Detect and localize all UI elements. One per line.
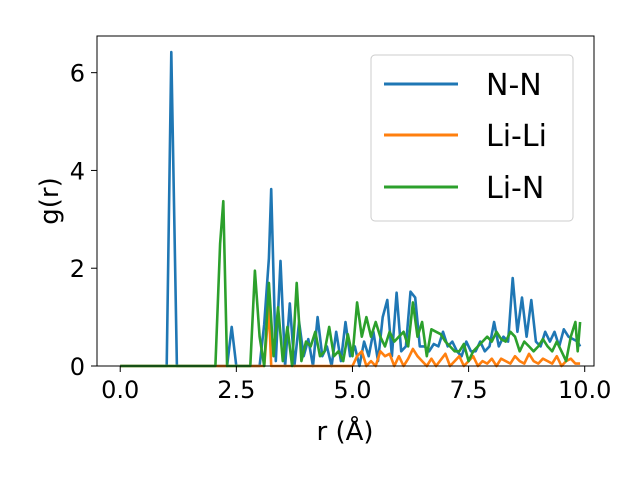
legend: N-N Li-Li Li-N [370,54,574,222]
x-tick-label: 5.0 [333,376,371,404]
legend-label-li-li: Li-Li [486,119,547,154]
legend-label-n-n: N-N [486,68,542,103]
x-tick-label: 7.5 [450,376,488,404]
y-tick-label: 0 [70,353,85,381]
x-tick-label: 2.5 [217,376,255,404]
x-axis-label: r (Å) [316,415,373,447]
y-axis-label: g(r) [35,177,65,224]
plot-series-group [120,50,582,368]
x-tick-label: 10.0 [558,376,611,404]
series-line-li-li [120,305,581,368]
y-tick-label: 6 [70,60,85,88]
x-axis-ticks: 0.0 2.5 5.0 7.5 10.0 [101,366,611,404]
x-tick-label: 0.0 [101,376,139,404]
y-axis-ticks: 0 2 4 6 [70,60,97,381]
y-tick-label: 2 [70,255,85,283]
y-tick-label: 4 [70,157,85,185]
legend-box [370,54,574,222]
series-line-li-n [120,199,582,368]
plot-frame [96,35,595,367]
legend-label-li-n: Li-N [486,171,544,206]
